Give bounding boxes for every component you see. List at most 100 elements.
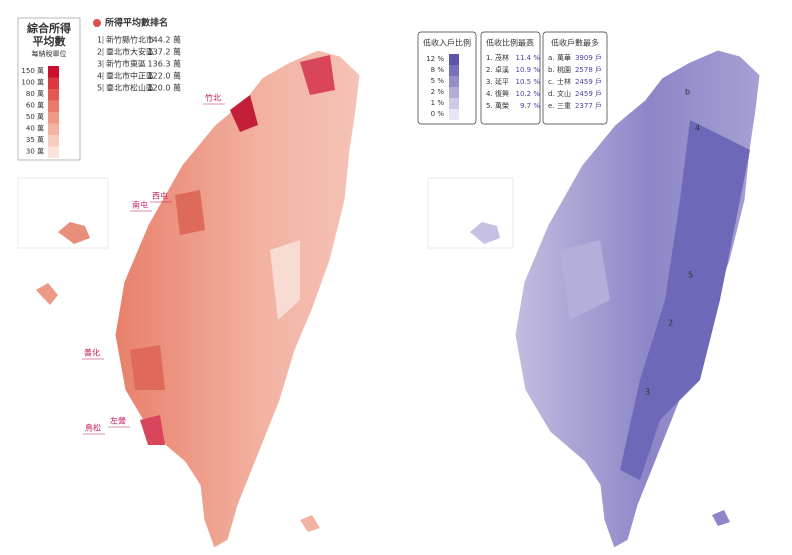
legend-swatch: [48, 123, 59, 135]
legend-title: 綜合所得: [27, 21, 71, 35]
legend-swatch: [48, 77, 59, 89]
list-value: 2459 戶: [575, 89, 602, 98]
rank-number: 4: [97, 72, 102, 81]
legend-unit: 每納稅單位: [32, 49, 67, 58]
list-rank: a.: [548, 54, 555, 62]
legend-swatch: [449, 87, 459, 98]
map-marker: 3: [645, 388, 650, 397]
list-name: 萬榮: [495, 101, 509, 110]
rank-value: 120.0 萬: [148, 83, 181, 93]
list-value: 2459 戶: [575, 77, 602, 86]
legend-title: 低收入戶比例: [423, 38, 471, 48]
list-title: 低收戶數最多: [551, 38, 599, 48]
place-label: 南屯: [132, 200, 148, 210]
list-value: 10.9 %: [516, 66, 541, 74]
list-rank: 2.: [486, 66, 493, 74]
place-label: 左營: [110, 416, 126, 426]
legend-label: 30 萬: [26, 147, 44, 156]
list-value: 9.7 %: [520, 102, 540, 110]
list-rank: d.: [548, 90, 555, 98]
rank-name: 臺北市松山區: [106, 83, 154, 93]
legend-label: 2 %: [431, 88, 445, 96]
low-income-legend: [417, 31, 608, 125]
list-title: 低收比例最高: [486, 38, 534, 48]
legend-label: 0 %: [431, 110, 445, 118]
rank-name: 臺北市大安區: [106, 47, 154, 57]
legend-label: 5 %: [431, 77, 445, 85]
list-name: 延平: [495, 77, 509, 86]
legend-label: 8 %: [431, 66, 445, 74]
list-name: 茂林: [495, 53, 509, 62]
legend-label: 50 萬: [26, 112, 44, 121]
legend-swatch: [449, 54, 459, 65]
legend-label: 80 萬: [26, 89, 44, 98]
list-rank: 1.: [486, 54, 493, 62]
legend-label: 60 萬: [26, 101, 44, 110]
rank-name: 新竹縣竹北市: [106, 35, 154, 45]
ranking-title: 所得平均數排名: [105, 17, 168, 29]
ranking-dot: [93, 19, 101, 27]
list-value: 2578 戶: [575, 65, 602, 74]
rank-number: 3: [97, 60, 102, 69]
legend-swatch: [48, 135, 59, 147]
legend-label: 40 萬: [26, 124, 44, 133]
legend-label: 100 萬: [21, 78, 44, 87]
legend-swatch: [48, 100, 59, 112]
map-marker: 5: [688, 271, 693, 280]
rank-number: 2: [97, 48, 102, 57]
place-label: 西屯: [152, 191, 168, 201]
list-value: 10.2 %: [516, 90, 541, 98]
list-rank: b.: [548, 66, 555, 74]
legend-label: 150 萬: [21, 66, 44, 75]
list-name: 卓溪: [495, 65, 509, 74]
rank-value: 136.3 萬: [148, 59, 181, 69]
list-rank: c.: [548, 78, 554, 86]
legend-label: 35 萬: [26, 135, 44, 144]
list-value: 3909 戶: [575, 53, 602, 62]
list-rank: 5.: [486, 102, 493, 110]
place-label: 善化: [84, 348, 100, 358]
list-rank: 3.: [486, 78, 493, 86]
list-name: 三重: [557, 102, 571, 110]
list-name: 復興: [495, 89, 509, 98]
map-marker: b: [685, 88, 690, 97]
low-income-lists: 低收入戶比例 12 % 8 % 5 % 2 % 1 % 0 % 低收比例最高 1. 茂林 11.4 …: [423, 38, 700, 397]
rank-value: 122.0 萬: [148, 71, 181, 81]
legend-swatch: [48, 89, 59, 101]
rank-name: 新竹市東區: [106, 59, 146, 69]
list-rank: e.: [548, 102, 555, 110]
legend-title: 平均數: [33, 34, 66, 48]
low-income-map: [427, 49, 761, 549]
legend-swatch: [48, 66, 59, 78]
place-label: 鳥松: [85, 423, 101, 433]
map-marker: 4: [695, 124, 700, 133]
list-name: 桃園: [557, 65, 571, 74]
list-name: 文山: [557, 89, 571, 98]
list-value: 11.4 %: [516, 54, 541, 62]
rank-value: 137.2 萬: [148, 47, 181, 57]
map-marker: 2: [668, 319, 673, 328]
rank-value: 144.2 萬: [148, 35, 181, 45]
legend-swatch: [449, 65, 459, 76]
list-name: 士林: [557, 77, 571, 86]
list-value: 2377 戶: [575, 101, 602, 110]
place-label: 竹北: [205, 93, 221, 103]
legend-swatch: [449, 109, 459, 120]
legend-label: 12 %: [426, 55, 444, 63]
income-map: [17, 49, 361, 549]
legend-swatch: [449, 76, 459, 87]
rank-name: 臺北市中正區: [106, 71, 154, 81]
legend-swatch: [48, 146, 59, 158]
legend-swatch: [48, 112, 59, 124]
list-value: 10.5 %: [516, 78, 541, 86]
list-rank: 4.: [486, 90, 493, 98]
legend-label: 1 %: [431, 99, 445, 107]
list-name: 萬華: [557, 53, 571, 62]
rank-number: 5: [97, 84, 102, 93]
rank-number: 1: [97, 36, 102, 45]
legend-swatch: [449, 98, 459, 109]
